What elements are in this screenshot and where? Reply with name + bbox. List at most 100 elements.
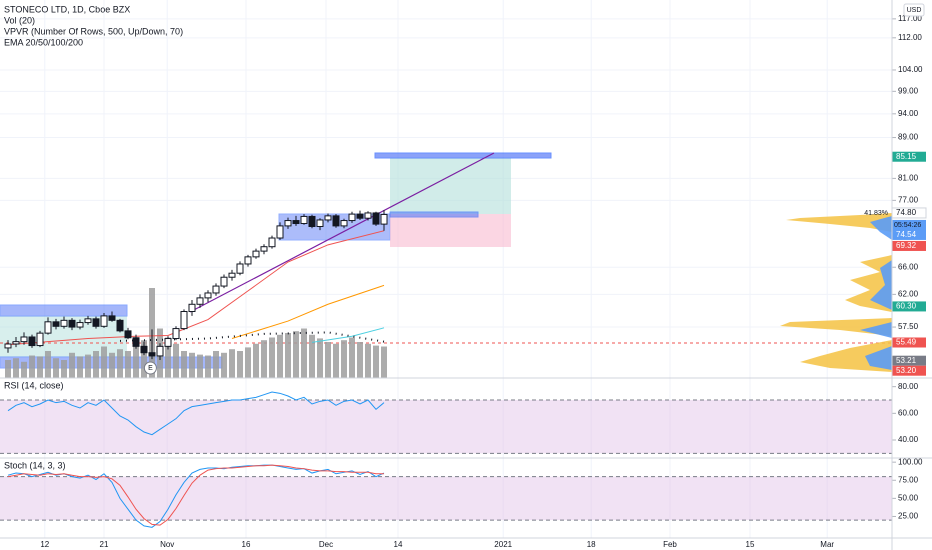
candle-body: [268, 237, 276, 248]
earnings-marker[interactable]: [143, 361, 157, 375]
price-tag-label: 74.80: [896, 208, 917, 217]
volume-bar: [309, 334, 315, 378]
candle-body: [108, 315, 116, 321]
volume-bar: [125, 351, 131, 378]
ema-line: [119, 331, 385, 343]
osc-tick-label: 100.00: [898, 457, 923, 466]
candle-body: [76, 322, 84, 328]
volume-bar: [165, 337, 171, 378]
currency[interactable]: USD: [907, 7, 922, 14]
price-tag-label: 55.49: [896, 338, 917, 347]
pane-title[interactable]: Stoch (14, 3, 3): [4, 460, 66, 470]
candle-body: [228, 272, 236, 278]
ema-line: [311, 327, 385, 343]
price-tick-label: 112.00: [898, 33, 922, 42]
volume-bar: [109, 352, 115, 378]
price-tag: [892, 355, 926, 366]
volume-bar: [229, 349, 235, 378]
time-tick-label: 16: [242, 540, 251, 549]
volume-bar: [333, 343, 339, 378]
indicator-label[interactable]: VPVR (Number Of Rows, 500, Up/Down, 70): [4, 26, 183, 36]
pane-title[interactable]: RSI (14, close): [4, 380, 64, 390]
target-box[interactable]: [374, 152, 552, 159]
time-tick-label: 21: [100, 540, 109, 549]
price-tag-label: 74.54: [896, 230, 917, 239]
candle-body: [68, 319, 76, 328]
oscillator-band: [0, 476, 892, 521]
candle-body: [316, 219, 324, 227]
volume-bar: [253, 343, 259, 378]
volume-bar: [269, 337, 275, 378]
volume-bar: [213, 351, 219, 378]
candle-body: [148, 352, 156, 357]
candle-body: [20, 336, 28, 343]
price-tick-label: 81.00: [898, 174, 919, 183]
price-tick-label: 99.00: [898, 86, 919, 95]
candle-body: [84, 318, 92, 324]
candle-body: [364, 212, 372, 219]
volume-bar: [13, 358, 19, 378]
time-tick-label: Feb: [663, 540, 677, 549]
oscillator-band: [0, 400, 892, 454]
candle-body: [380, 213, 388, 225]
candle-body: [308, 215, 316, 227]
price-tag: [892, 240, 926, 251]
volume-bar: [117, 349, 123, 378]
candle-body: [124, 330, 132, 339]
price-tick-label: 77.00: [898, 195, 919, 204]
time-tick-label: 14: [394, 540, 403, 549]
currency-badge[interactable]: [903, 3, 925, 17]
price-tick-label: 117.00: [898, 14, 922, 23]
volume-bar: [325, 342, 331, 378]
volume-bar: [61, 360, 67, 378]
candle-body: [372, 212, 380, 225]
volume-bar: [277, 334, 283, 378]
volume-bar: [181, 351, 187, 378]
indicator-label[interactable]: EMA 20/50/100/200: [4, 37, 83, 47]
price-tag: [892, 301, 926, 312]
candle-body: [204, 292, 212, 299]
volume-bar: [21, 361, 27, 378]
volume-bar: [293, 331, 299, 378]
zone-top[interactable]: [0, 304, 128, 317]
volume-bar: [45, 351, 51, 378]
data-layer: 117.00 112.00 104.00 99.00 94.00 89.00 81.00 77…: [0, 14, 927, 549]
volume-bar: [173, 343, 179, 378]
trend-line[interactable]: [189, 152, 495, 313]
candle-body: [28, 336, 36, 347]
volume-bar: [85, 354, 91, 378]
volume-bar: [341, 340, 347, 378]
volume-bar: [133, 342, 139, 378]
candle-body: [92, 318, 100, 327]
candle-body: [100, 315, 108, 327]
volume-bar: [221, 352, 227, 378]
candle-body: [132, 337, 140, 347]
volume-bar: [197, 354, 203, 378]
candle-body: [140, 345, 148, 354]
price-tag: [892, 337, 926, 348]
candle-body: [292, 220, 300, 225]
oscillator-line: [7, 464, 384, 526]
osc-tick-label: 50.00: [898, 493, 919, 502]
volume-bar: [189, 352, 195, 378]
earnings-label[interactable]: E: [148, 365, 153, 372]
position-profit[interactable]: [390, 158, 511, 214]
oscillator-line: [7, 391, 385, 436]
volume-bar: [373, 345, 379, 378]
countdown: 05:54:26: [894, 222, 921, 229]
candle-body: [284, 220, 292, 227]
candle-body: [36, 332, 44, 347]
candle-body: [236, 263, 244, 274]
volume-bar: [205, 355, 211, 378]
price-tag: [892, 219, 926, 240]
volume-bar: [365, 343, 371, 378]
candle-body: [332, 215, 340, 227]
candle-body: [212, 285, 220, 294]
grid: [0, 0, 892, 538]
entry-box[interactable]: [389, 211, 479, 218]
candle-body: [156, 345, 164, 357]
position-loss[interactable]: [390, 214, 511, 247]
price-tag: [892, 365, 926, 376]
time-tick-label: Nov: [160, 540, 174, 549]
indicator-label[interactable]: Vol (20): [4, 15, 35, 25]
